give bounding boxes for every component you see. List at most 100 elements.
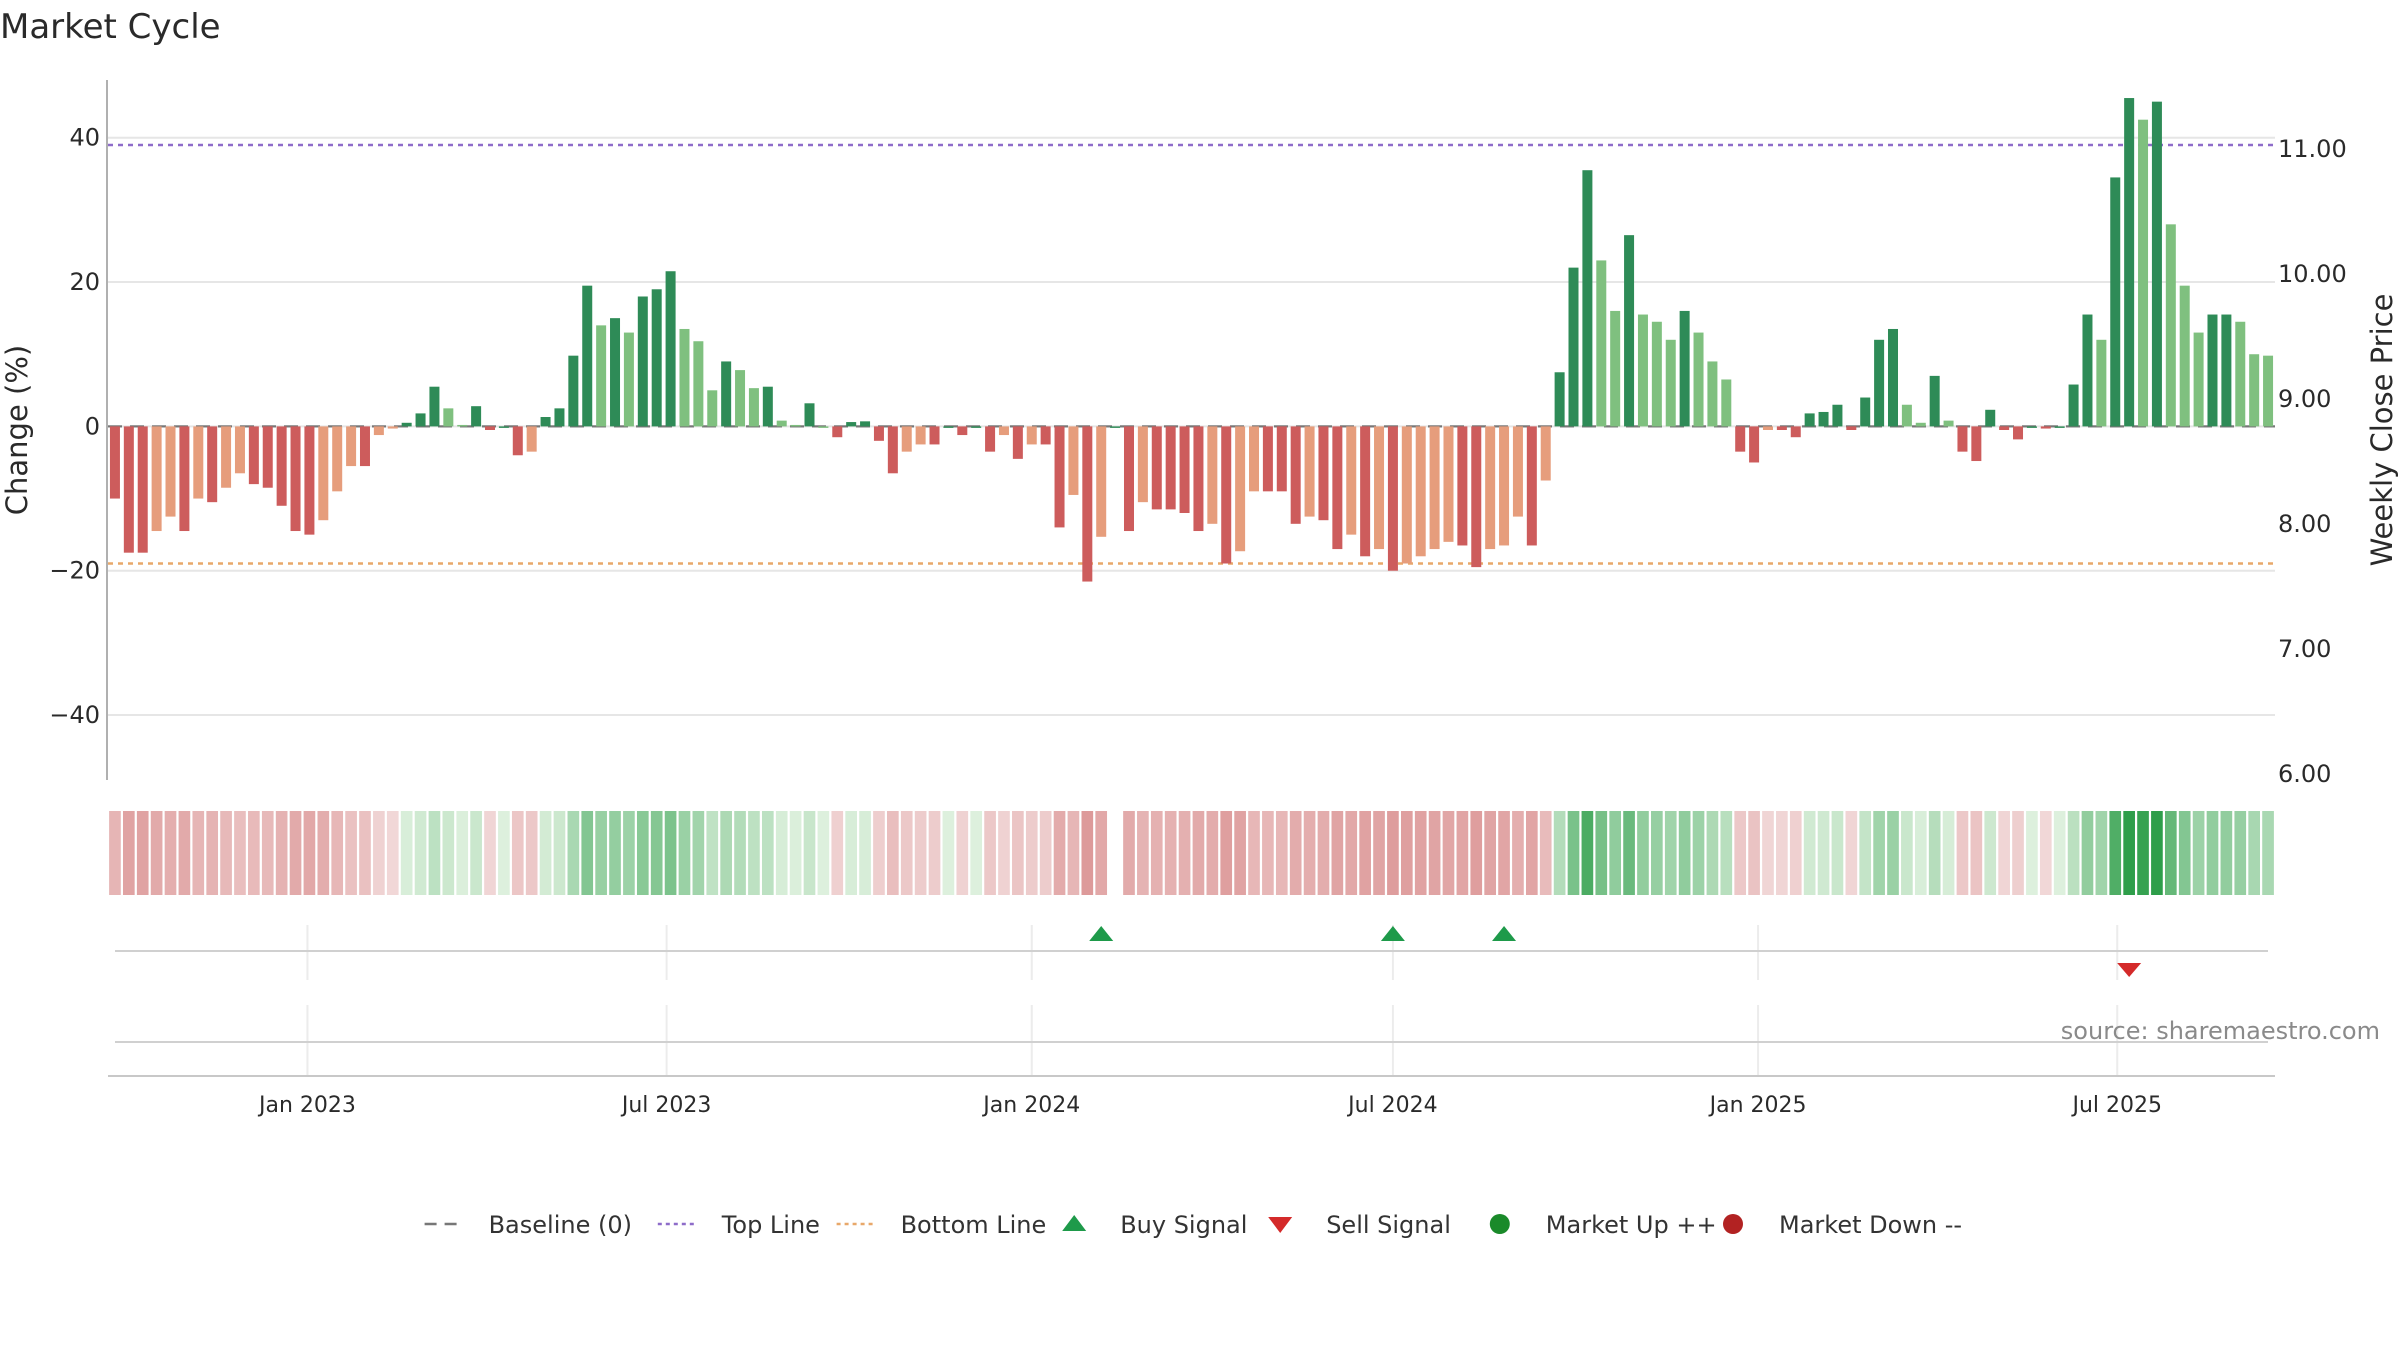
change-bar — [1540, 426, 1551, 481]
change-bar — [1749, 426, 1760, 463]
heat-cell — [914, 811, 927, 895]
heat-cell — [345, 811, 357, 895]
heat-cell — [623, 811, 635, 895]
heat-cell — [1845, 811, 1858, 895]
change-bar — [929, 426, 940, 445]
heat-cell — [1498, 811, 1510, 895]
heat-cell — [1025, 811, 1038, 895]
change-bar — [207, 426, 218, 503]
change-bar — [1929, 375, 1940, 427]
change-bar — [1429, 426, 1440, 550]
heat-cell — [1512, 811, 1524, 895]
heat-cell — [1706, 811, 1719, 895]
change-bar — [887, 426, 898, 474]
change-bar — [165, 426, 176, 517]
change-bar — [1999, 426, 2010, 430]
heat-cell — [1053, 811, 1066, 895]
change-bar — [221, 426, 232, 488]
change-bar — [1707, 361, 1718, 427]
heat-cell — [1178, 811, 1191, 895]
heat-cell — [1400, 811, 1413, 895]
heat-cell — [1595, 811, 1608, 895]
change-bar — [901, 426, 912, 452]
heat-cell — [2137, 811, 2149, 895]
heat-cell — [1525, 811, 1538, 895]
heat-cell — [1831, 811, 1844, 895]
heat-cell — [887, 811, 899, 895]
legend-buy-icon — [1062, 1215, 1087, 1231]
change-bar — [1554, 372, 1565, 427]
change-bar — [1290, 426, 1301, 524]
heat-cell — [220, 811, 232, 895]
heat-cell — [873, 811, 885, 895]
heat-cell — [1331, 811, 1344, 895]
y2-tick-label: 7.00 — [2278, 635, 2331, 663]
market-panel — [115, 1005, 2268, 1075]
heat-cell — [831, 811, 844, 895]
heat-cell — [2262, 811, 2274, 895]
heat-cell — [1956, 811, 1969, 895]
change-bar — [610, 318, 621, 427]
heat-cell — [678, 811, 691, 895]
change-bar — [1651, 321, 1662, 427]
change-bar — [234, 426, 245, 474]
change-bar — [1943, 420, 1954, 427]
reference-lines — [108, 143, 2275, 565]
change-bar — [485, 426, 496, 430]
heat-cell — [1234, 811, 1246, 895]
change-bar — [2249, 354, 2260, 427]
change-bar — [1332, 426, 1343, 550]
change-bar — [1887, 328, 1898, 427]
heat-cell — [1651, 811, 1663, 895]
heat-cell — [1345, 811, 1358, 895]
change-bar — [873, 426, 884, 441]
heat-cell — [109, 811, 121, 895]
heat-cell — [789, 811, 802, 895]
heat-cell — [734, 811, 746, 895]
heat-cell — [1206, 811, 1219, 895]
change-bar — [1526, 426, 1537, 546]
change-bar — [2207, 314, 2218, 427]
heat-cell — [2123, 811, 2135, 895]
heat-cell — [1317, 811, 1330, 895]
change-bar — [860, 421, 871, 427]
legend-dot-icon — [1723, 1214, 1743, 1234]
change-bar — [1207, 426, 1218, 524]
heat-cell — [1275, 811, 1288, 895]
change-bar — [498, 426, 509, 428]
heat-cell — [2039, 811, 2052, 895]
x-tick-label: Jan 2024 — [981, 1093, 1080, 1118]
heat-cell — [2053, 811, 2066, 895]
change-bar — [276, 426, 287, 506]
change-bar — [290, 426, 301, 532]
change-bar — [1582, 170, 1593, 427]
change-bar — [596, 325, 607, 427]
heat-cell — [984, 811, 996, 895]
heat-cell — [2012, 811, 2024, 895]
change-bar — [971, 426, 982, 428]
change-bar — [1012, 426, 1023, 459]
change-bar — [2096, 339, 2107, 427]
heat-cell — [386, 811, 399, 895]
change-bar — [179, 426, 190, 532]
change-bar — [1665, 339, 1676, 427]
change-bar — [2124, 98, 2135, 427]
y-tick-label: −40 — [49, 701, 100, 729]
change-bar — [387, 426, 398, 429]
heat-cell — [845, 811, 858, 895]
heat-cell — [1248, 811, 1260, 895]
change-bar — [1832, 404, 1843, 427]
heat-cell — [748, 811, 760, 895]
change-bar — [2054, 426, 2065, 428]
change-bar — [429, 386, 440, 427]
y2-axis-label: Weekly Close Price — [2365, 294, 2399, 567]
change-bar — [1360, 426, 1371, 557]
change-bar — [1374, 426, 1385, 550]
change-bar — [832, 426, 843, 438]
heat-cell — [581, 811, 594, 895]
x-tick-label: Jan 2025 — [1708, 1093, 1807, 1118]
heat-cell — [900, 811, 913, 895]
heat-cell — [498, 811, 510, 895]
